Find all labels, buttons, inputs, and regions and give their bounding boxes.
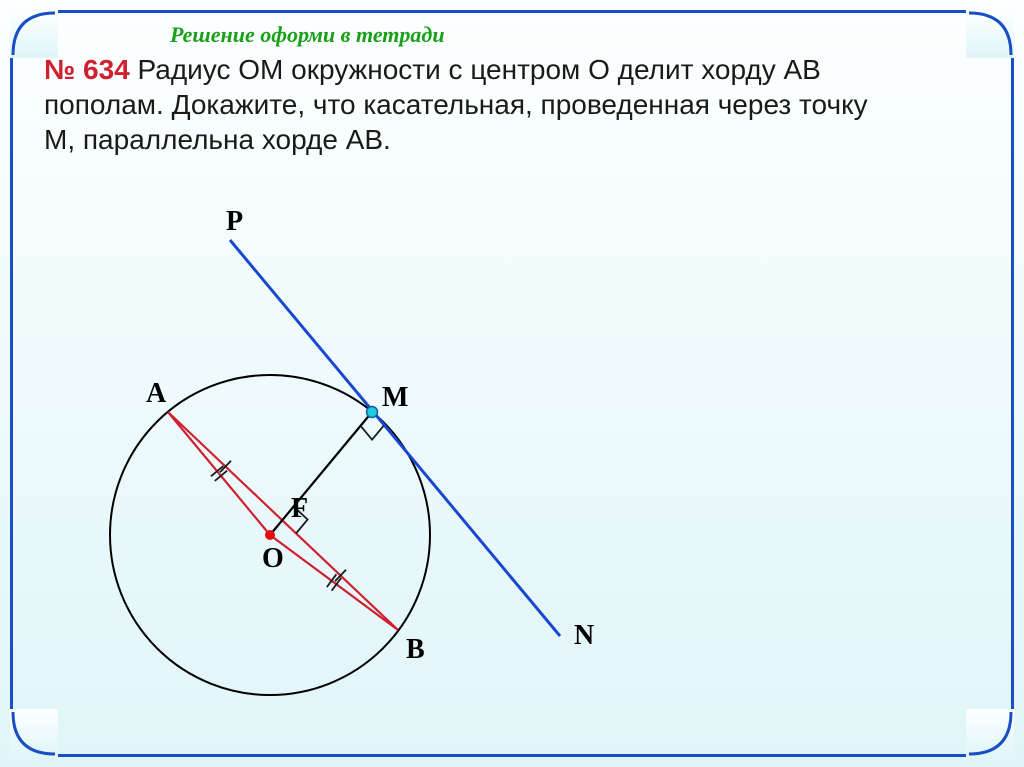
point-label: O: [262, 543, 284, 574]
point-label: F: [291, 493, 308, 524]
geometry-diagram: P A M FO N B: [60, 200, 660, 720]
problem-statement: № 634 Радиус ОМ окружности с центром О д…: [44, 52, 904, 157]
frame-corner: [966, 10, 1014, 58]
tangent-line: [230, 240, 560, 636]
radius-OM: [270, 412, 372, 535]
radius-OA: [168, 412, 270, 535]
frame-corner: [966, 709, 1014, 757]
point-O: [265, 530, 275, 540]
frame-corner: [10, 10, 58, 58]
point-label: A: [146, 378, 167, 409]
right-angle-mark: [361, 426, 384, 440]
point-label: M: [382, 382, 408, 413]
frame-corner: [10, 709, 58, 757]
problem-number: № 634: [44, 54, 130, 85]
point-label: B: [406, 634, 425, 665]
point-M: [367, 407, 378, 418]
instruction-text: Решение оформи в тетради: [170, 22, 445, 48]
point-label: P: [226, 206, 243, 237]
problem-text: Радиус ОМ окружности с центром О делит х…: [44, 54, 868, 155]
radius-OB: [270, 535, 398, 630]
point-label: N: [574, 620, 594, 651]
